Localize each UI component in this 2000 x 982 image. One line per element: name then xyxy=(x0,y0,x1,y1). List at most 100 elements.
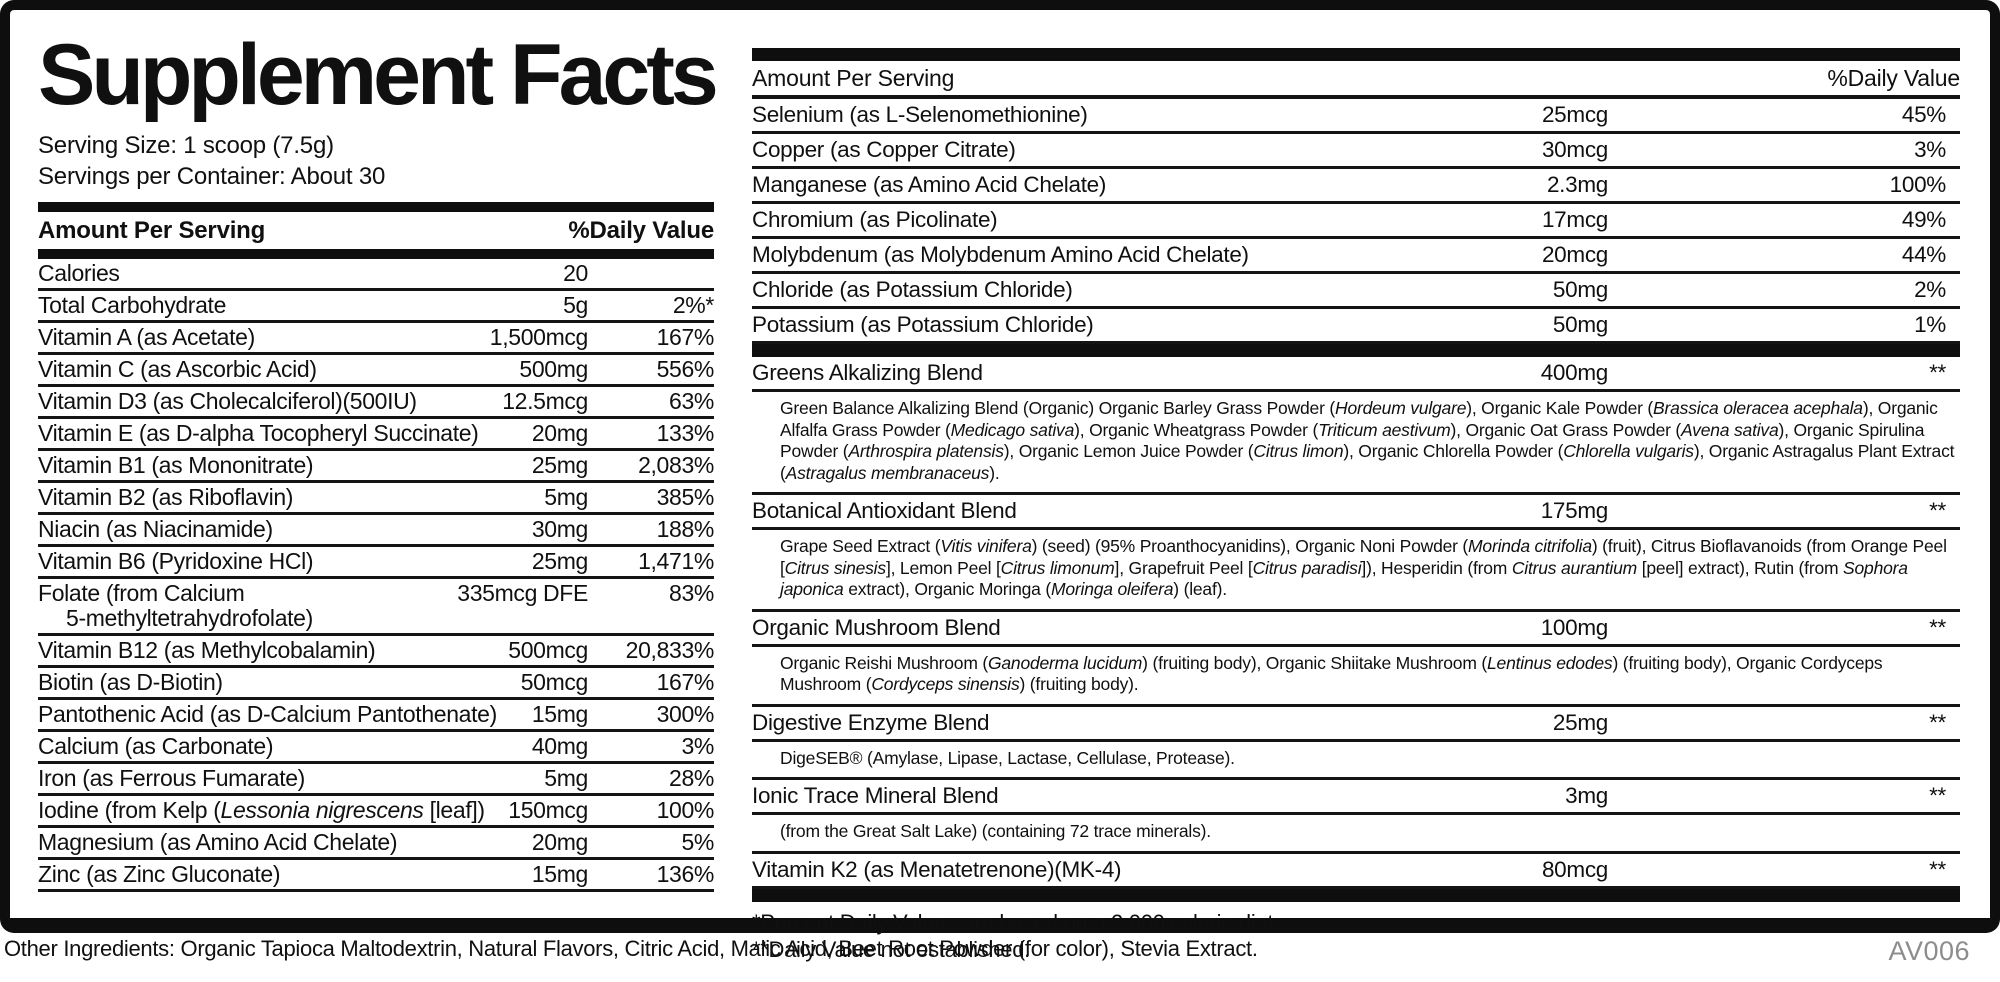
nutrient-amount: 5g xyxy=(563,292,588,318)
table-row: Digestive Enzyme Blend 25mg ** xyxy=(752,707,1960,742)
nutrient-daily-value: 1,471% xyxy=(638,548,714,574)
nutrient-daily-value: 133% xyxy=(656,420,715,446)
nutrient-name: Potassium (as Potassium Chloride) xyxy=(752,312,1094,337)
table-row: Vitamin C (as Ascorbic Acid) 500mg 556% xyxy=(38,355,714,387)
table-row: Potassium (as Potassium Chloride) 50mg 1% xyxy=(752,309,1960,344)
nutrient-amount: 20mcg xyxy=(1541,242,1608,267)
nutrient-name: Pantothenic Acid (as D-Calcium Pantothen… xyxy=(38,701,497,727)
divider-bar xyxy=(38,202,714,212)
blend-description: Organic Reishi Mushroom (Ganoderma lucid… xyxy=(752,647,1960,707)
blend-description: (from the Great Salt Lake) (containing 7… xyxy=(752,815,1960,854)
product-code: AV006 xyxy=(1888,936,1970,966)
nutrient-name: Organic Mushroom Blend xyxy=(752,614,1001,640)
nutrient-daily-value: ** xyxy=(1929,614,1946,640)
nutrient-daily-value: 2% xyxy=(1914,277,1946,302)
nutrient-amount: 25mg xyxy=(1552,709,1608,735)
nutrient-amount: 1,500mcg xyxy=(489,324,589,350)
table-row: Vitamin B2 (as Riboflavin) 5mg 385% xyxy=(38,483,714,515)
nutrient-name: Niacin (as Niacinamide) xyxy=(38,516,273,542)
nutrient-amount: 335mcg DFE xyxy=(457,580,588,606)
nutrient-daily-value: 300% xyxy=(656,701,715,727)
left-column: Supplement Facts Serving Size: 1 scoop (… xyxy=(38,20,719,892)
nutrient-name: Calcium (as Carbonate) xyxy=(38,733,274,759)
nutrient-name: Vitamin B6 (Pyridoxine HCl) xyxy=(38,548,314,574)
nutrient-name: Vitamin K2 (as Menatetrenone)(MK-4) xyxy=(752,856,1122,882)
page-title: Supplement Facts xyxy=(38,27,719,123)
table-row: Vitamin E (as D-alpha Tocopheryl Succina… xyxy=(38,419,714,451)
table-row: Niacin (as Niacinamide) 30mg 188% xyxy=(38,515,714,547)
nutrient-name: Vitamin B1 (as Mononitrate) xyxy=(38,452,314,478)
nutrient-amount: 80mcg xyxy=(1541,856,1608,882)
left-table-header: Amount Per Serving %Daily Value xyxy=(38,212,714,249)
nutrient-name: Greens Alkalizing Blend xyxy=(752,360,983,385)
nutrient-name: Calories xyxy=(38,260,120,286)
servings-per-container: Servings per Container: About 30 xyxy=(38,163,386,190)
table-row: Molybdenum (as Molybdenum Amino Acid Che… xyxy=(752,239,1960,274)
nutrient-name: Molybdenum (as Molybdenum Amino Acid Che… xyxy=(752,242,1249,267)
nutrient-name: Folate (from Calcium 5-methyltetrahydrofo… xyxy=(38,580,313,631)
nutrient-amount: 20mg xyxy=(531,420,588,446)
divider-bar xyxy=(752,888,1960,902)
nutrient-amount: 50mg xyxy=(1552,277,1608,302)
table-row: Chloride (as Potassium Chloride) 50mg 2% xyxy=(752,274,1960,309)
nutrient-name: Biotin (as D-Biotin) xyxy=(38,669,223,695)
table-row: Greens Alkalizing Blend 400mg ** xyxy=(752,357,1960,392)
nutrient-amount: 15mg xyxy=(531,701,588,727)
nutrient-name: Digestive Enzyme Blend xyxy=(752,709,990,735)
nutrient-amount: 25mg xyxy=(531,548,588,574)
blend-table: Greens Alkalizing Blend 400mg ** Green Bala… xyxy=(752,357,1960,889)
nutrient-name: Vitamin C (as Ascorbic Acid) xyxy=(38,356,317,382)
table-row: Vitamin K2 (as Menatetrenone)(MK-4) 80mcg… xyxy=(752,854,1960,889)
nutrient-daily-value: 2,083% xyxy=(638,452,714,478)
nutrient-amount: 40mg xyxy=(531,733,588,759)
nutrient-daily-value: ** xyxy=(1929,360,1946,385)
nutrient-name: Iodine (from Kelp (Lessonia nigrescens [… xyxy=(38,797,485,823)
nutrient-daily-value: 385% xyxy=(656,484,715,510)
nutrient-daily-value: 45% xyxy=(1901,102,1946,127)
nutrient-name: Copper (as Copper Citrate) xyxy=(752,137,1016,162)
nutrient-amount: 25mcg xyxy=(1541,102,1608,127)
nutrient-daily-value: 100% xyxy=(656,797,715,823)
nutrient-daily-value: 167% xyxy=(656,324,715,350)
nutrient-daily-value: 1% xyxy=(1914,312,1946,337)
nutrient-name: Vitamin D3 (as Cholecalciferol)(500IU) xyxy=(38,388,417,414)
table-row: Vitamin B1 (as Mononitrate) 25mg 2,083% xyxy=(38,451,714,483)
nutrient-name: Chloride (as Potassium Chloride) xyxy=(752,277,1073,302)
nutrient-amount: 20 xyxy=(563,260,588,286)
nutrient-name: Iron (as Ferrous Fumarate) xyxy=(38,765,305,791)
right-column: Amount Per Serving %Daily Value Selenium… xyxy=(752,48,1960,963)
nutrient-daily-value: 188% xyxy=(656,516,715,542)
nutrient-name: Vitamin E (as D-alpha Tocopheryl Succina… xyxy=(38,420,479,446)
nutrient-amount: 3mg xyxy=(1565,783,1608,808)
nutrient-daily-value: 44% xyxy=(1901,242,1946,267)
nutrient-amount: 100mg xyxy=(1540,614,1609,640)
divider-bar xyxy=(752,48,1960,61)
nutrient-amount: 17mcg xyxy=(1541,207,1608,232)
table-row: Chromium (as Picolinate) 17mcg 49% xyxy=(752,204,1960,239)
nutrient-amount: 30mg xyxy=(531,516,588,542)
nutrient-daily-value: 100% xyxy=(1889,172,1947,197)
table-row: Calcium (as Carbonate) 40mg 3% xyxy=(38,732,714,764)
nutrient-amount: 2.3mg xyxy=(1546,172,1608,197)
table-row: Total Carbohydrate 5g 2%* xyxy=(38,291,714,323)
serving-size: Serving Size: 1 scoop (7.5g) xyxy=(38,132,334,159)
nutrient-amount: 400mg xyxy=(1540,360,1609,385)
table-row: Magnesium (as Amino Acid Chelate) 20mg 5% xyxy=(38,828,714,860)
nutrient-amount: 50mg xyxy=(1552,312,1608,337)
nutrient-name: Vitamin A (as Acetate) xyxy=(38,324,255,350)
nutrient-amount: 5mg xyxy=(544,765,588,791)
blend-description: DigeSEB® (Amylase, Lipase, Lactase, Cell… xyxy=(752,742,1960,780)
nutrient-daily-value: 3% xyxy=(681,733,714,759)
nutrient-amount: 150mcg xyxy=(508,797,588,823)
nutrient-daily-value: 63% xyxy=(669,388,714,414)
label-footer: Other Ingredients: Organic Tapioca Malto… xyxy=(4,936,1970,967)
amount-per-serving-header: Amount Per Serving xyxy=(752,65,955,91)
nutrient-amount: 5mg xyxy=(544,484,588,510)
amount-per-serving-header: Amount Per Serving xyxy=(38,217,266,244)
daily-value-header: %Daily Value xyxy=(1827,65,1960,91)
nutrient-name: Chromium (as Picolinate) xyxy=(752,207,998,232)
nutrient-daily-value: ** xyxy=(1929,856,1946,882)
table-row: Iron (as Ferrous Fumarate) 5mg 28% xyxy=(38,764,714,796)
nutrient-amount: 20mg xyxy=(531,829,588,855)
right-nutrient-table: Selenium (as L-Selenomethionine) 25mcg 45%… xyxy=(752,99,1960,344)
